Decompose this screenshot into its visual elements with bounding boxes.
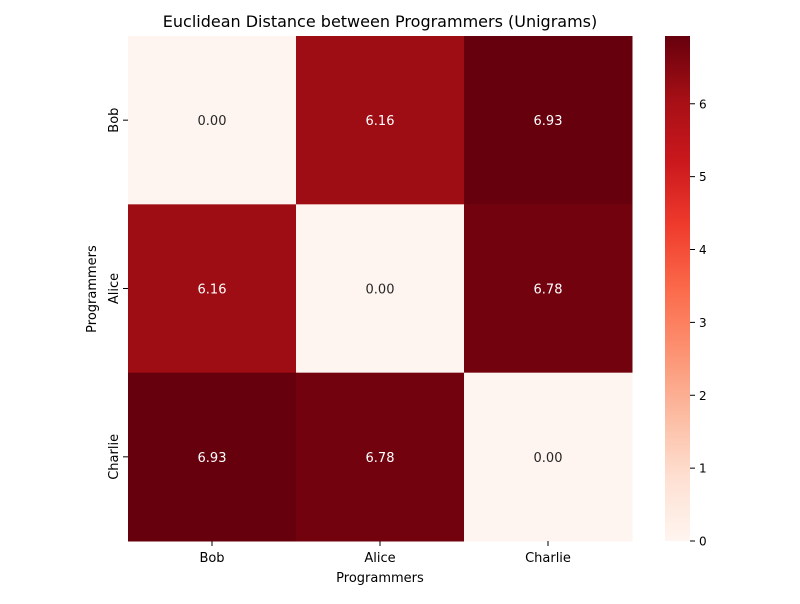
y-tick-label: Charlie [107,434,122,480]
cell-value-label: 6.16 [366,114,395,129]
heatmap-cell [296,204,465,374]
heatmap-cell [128,372,297,542]
cell-value-label: 6.78 [366,451,395,466]
colorbar-tick-label: 0 [699,535,707,549]
cell-value-label: 6.93 [198,451,227,466]
heatmap-cell [296,372,465,542]
heatmap-cell [464,204,633,374]
y-axis-ticks: Bob Alice Charlie [107,108,128,480]
y-tick-label: Bob [107,108,122,133]
y-axis-label: Programmers [85,245,100,333]
heatmap-cell [464,372,633,542]
colorbar-tick-label: 2 [699,389,707,403]
x-tick-label: Charlie [525,551,571,566]
heatmap-cell [128,36,297,205]
colorbar-tick-label: 4 [699,243,707,257]
cell-value-label: 0.00 [534,451,563,466]
colorbar-tick-label: 1 [699,462,707,476]
x-axis-ticks: Bob Alice Charlie [199,541,571,566]
colorbar-ticks: 0 1 2 3 4 5 6 [690,97,707,549]
heatmap-cell [464,36,633,205]
colorbar [665,36,690,541]
x-axis-label: Programmers [336,571,424,586]
heatmap-cells [128,36,633,542]
colorbar-tick-label: 5 [699,170,707,184]
cell-value-label: 6.93 [534,114,563,129]
colorbar-tick-label: 3 [699,316,707,330]
heatmap-cell [296,36,465,205]
x-tick-label: Alice [364,551,395,566]
cell-annotations: 0.00 6.16 6.93 6.16 0.00 6.78 6.93 6.78 0.00 [198,114,563,466]
x-tick-label: Bob [199,551,224,566]
colorbar-tick-label: 6 [699,97,707,111]
y-tick-label: Alice [107,273,122,304]
heatmap-cell [128,204,297,374]
cell-value-label: 6.16 [198,283,227,298]
cell-value-label: 0.00 [198,114,227,129]
cell-value-label: 0.00 [366,283,395,298]
cell-value-label: 6.78 [534,283,563,298]
chart-title: Euclidean Distance between Programmers (… [163,12,597,31]
